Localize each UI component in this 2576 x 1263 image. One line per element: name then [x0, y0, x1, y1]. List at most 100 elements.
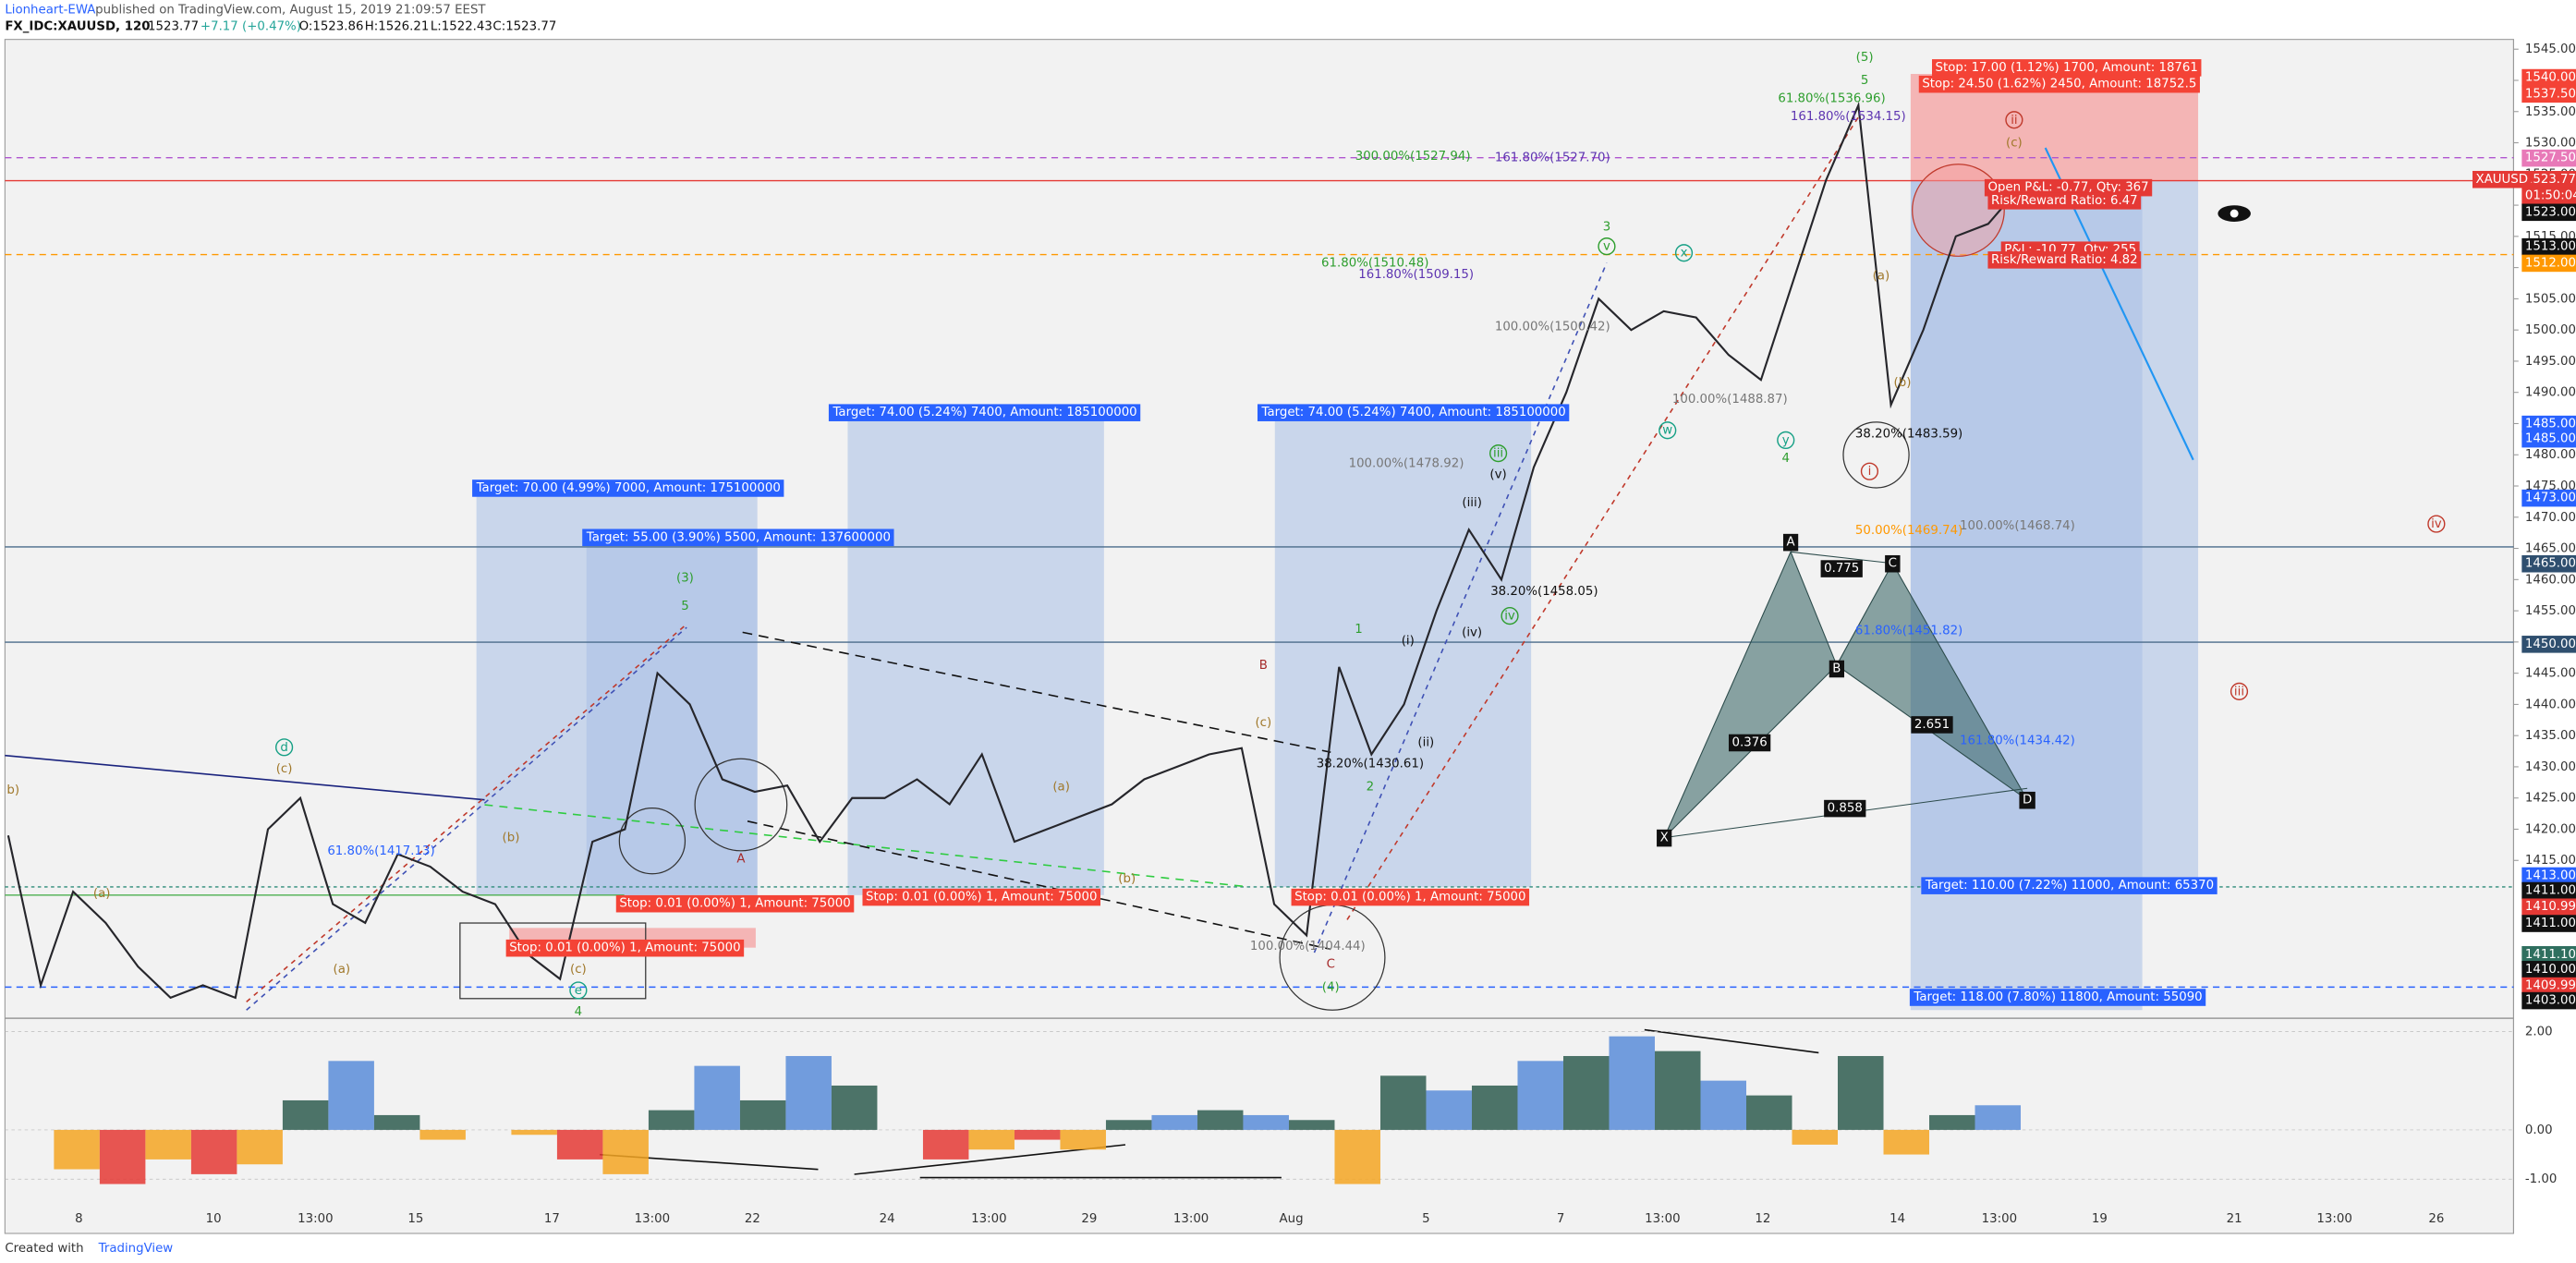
price-box-box — [2521, 237, 2576, 256]
y-tick-label: 1465.00 — [2525, 542, 2576, 556]
price-box-group: 1465.00 — [2521, 554, 2576, 573]
osc-bar — [1517, 1061, 1563, 1130]
target-zone — [1910, 180, 2199, 887]
wave-circle-label: iv — [1504, 610, 1515, 624]
stop-label: Stop: 0.01 (0.00%) 1, Amount: 75000 — [1294, 891, 1525, 905]
price-box-box — [2521, 203, 2576, 222]
osc-bar — [1975, 1105, 2022, 1130]
time-label: 5 — [1422, 1212, 1429, 1226]
pattern-label-box — [2019, 791, 2035, 809]
osc-bar — [1379, 1075, 1427, 1130]
price-box: 1485.00 — [2525, 432, 2576, 446]
time-label: 24 — [880, 1212, 895, 1226]
wave-label: (i) — [1402, 634, 1415, 648]
stop-label: Stop: 24.50 (1.62%) 2450, Amount: 18752.… — [1922, 78, 2196, 91]
price-box: 1540.00 — [2525, 71, 2576, 85]
pattern-label: X — [1660, 832, 1669, 845]
footer-created: Created with — [5, 1242, 83, 1256]
price-box-group: 1485.00 — [2521, 430, 2576, 448]
osc-bar — [99, 1129, 146, 1184]
osc-bar — [785, 1055, 832, 1130]
osc-bar — [54, 1129, 100, 1170]
fib-label: 100.00%(1468.74) — [1960, 519, 2075, 533]
osc-bar — [190, 1129, 237, 1174]
wave-circle — [2230, 682, 2249, 700]
price-box: 1409.99 — [2525, 979, 2576, 993]
price-box-group: 1513.00 — [2521, 237, 2576, 256]
stop-label-group: Stop: 24.50 (1.62%) 2450, Amount: 18752.… — [1918, 75, 2200, 93]
pattern-label: 0.858 — [1828, 802, 1863, 816]
price-box-group: 1523.00 — [2521, 203, 2576, 222]
osc-bar — [145, 1129, 191, 1160]
time-label: 13:00 — [1982, 1212, 2017, 1226]
target-label-box — [1921, 877, 2218, 894]
wave-label: (a) — [1873, 270, 1890, 284]
highlight-circle — [1842, 421, 1910, 489]
price-box-box — [2521, 415, 2576, 433]
price-box: 1527.50 — [2525, 152, 2576, 165]
price-box-group: 1411.10 — [2521, 946, 2576, 964]
price-box-group: 1512.00 — [2521, 254, 2576, 273]
y-tick-label: 1545.00 — [2525, 43, 2576, 56]
wave-label: 3 — [1603, 220, 1610, 234]
fib-label: 300.00%(1527.94) — [1355, 150, 1471, 164]
osc-bar — [1197, 1110, 1244, 1130]
published: published on TradingView.com, August 15,… — [95, 4, 486, 18]
osc-bar — [1745, 1095, 1792, 1130]
price-box: 1473.00 — [2525, 492, 2576, 505]
pattern-label: C — [1889, 557, 1897, 571]
pattern-label-box — [1829, 660, 1845, 678]
target-label: Target: 118.00 (7.80%) 11800, Amount: 55… — [1913, 990, 2202, 1004]
footer-brand[interactable]: TradingView — [98, 1242, 174, 1256]
osc-bar — [1562, 1055, 1610, 1130]
price-box-box — [2521, 961, 2576, 978]
price-box-box — [2521, 85, 2576, 103]
pattern-label-box — [1885, 554, 1901, 573]
osc-bar — [1151, 1114, 1197, 1130]
osc-bar — [237, 1129, 283, 1165]
time-label: 7 — [1557, 1212, 1564, 1226]
close: C:1523.77 — [492, 19, 556, 33]
osc-bar — [1929, 1114, 1975, 1130]
price-box: 1513.00 — [2525, 240, 2576, 254]
time-label: 13:00 — [298, 1212, 333, 1226]
price-box-group: 1413.00 — [2521, 867, 2576, 885]
wave-label: 4 — [1782, 452, 1790, 466]
target-label: Target: 74.00 (5.24%) 7400, Amount: 1851… — [1261, 406, 1566, 419]
pattern-label-group: D — [2019, 791, 2035, 809]
wave-label: (a) — [93, 887, 111, 901]
author[interactable]: Lionheart-EWA — [5, 4, 95, 18]
osc-bar — [373, 1114, 420, 1130]
price-box-group: 1450.00 — [2521, 636, 2576, 653]
trend-line — [5, 754, 485, 801]
wave-circle-label: e — [575, 984, 582, 998]
time-label: 13:00 — [2316, 1212, 2351, 1226]
wave-label: C — [1327, 957, 1335, 971]
pnl-label-box — [1984, 178, 2153, 197]
y-tick-label: 1425.00 — [2525, 792, 2576, 806]
wave-circle-label: iii — [1493, 447, 1503, 461]
y-tick-label: 1530.00 — [2525, 137, 2576, 151]
pattern-label-group: X — [1657, 829, 1672, 847]
wave-label: (b) — [503, 832, 520, 845]
fib-label: 61.80%(1451.82) — [1855, 625, 1962, 638]
stop-label: Stop: 0.01 (0.00%) 1, Amount: 75000 — [509, 941, 740, 955]
highlight-circle — [618, 807, 687, 875]
wave-circle — [1488, 444, 1508, 463]
target-label-group: Target: 55.00 (3.90%) 5500, Amount: 1376… — [582, 528, 894, 547]
pnl-label: Risk/Reward Ratio: 4.82 — [1991, 253, 2138, 267]
price-box-box — [2521, 489, 2576, 507]
wave-circle — [1659, 421, 1677, 440]
price-box: 01:50:04 — [2525, 189, 2576, 203]
osc-tick-label: 0.00 — [2525, 1123, 2553, 1137]
price-box-box — [2521, 881, 2576, 900]
divergence-line — [854, 1144, 1126, 1175]
pattern-label-group: 0.775 — [1820, 560, 1863, 577]
osc-bar — [831, 1085, 878, 1130]
price-box-box — [2521, 915, 2576, 932]
price-box: 1512.00 — [2525, 256, 2576, 270]
high: H:1526.21 — [365, 19, 430, 33]
y-tick-label: 1430.00 — [2525, 760, 2576, 774]
fib-label: 161.80%(1527.70) — [1495, 152, 1610, 165]
